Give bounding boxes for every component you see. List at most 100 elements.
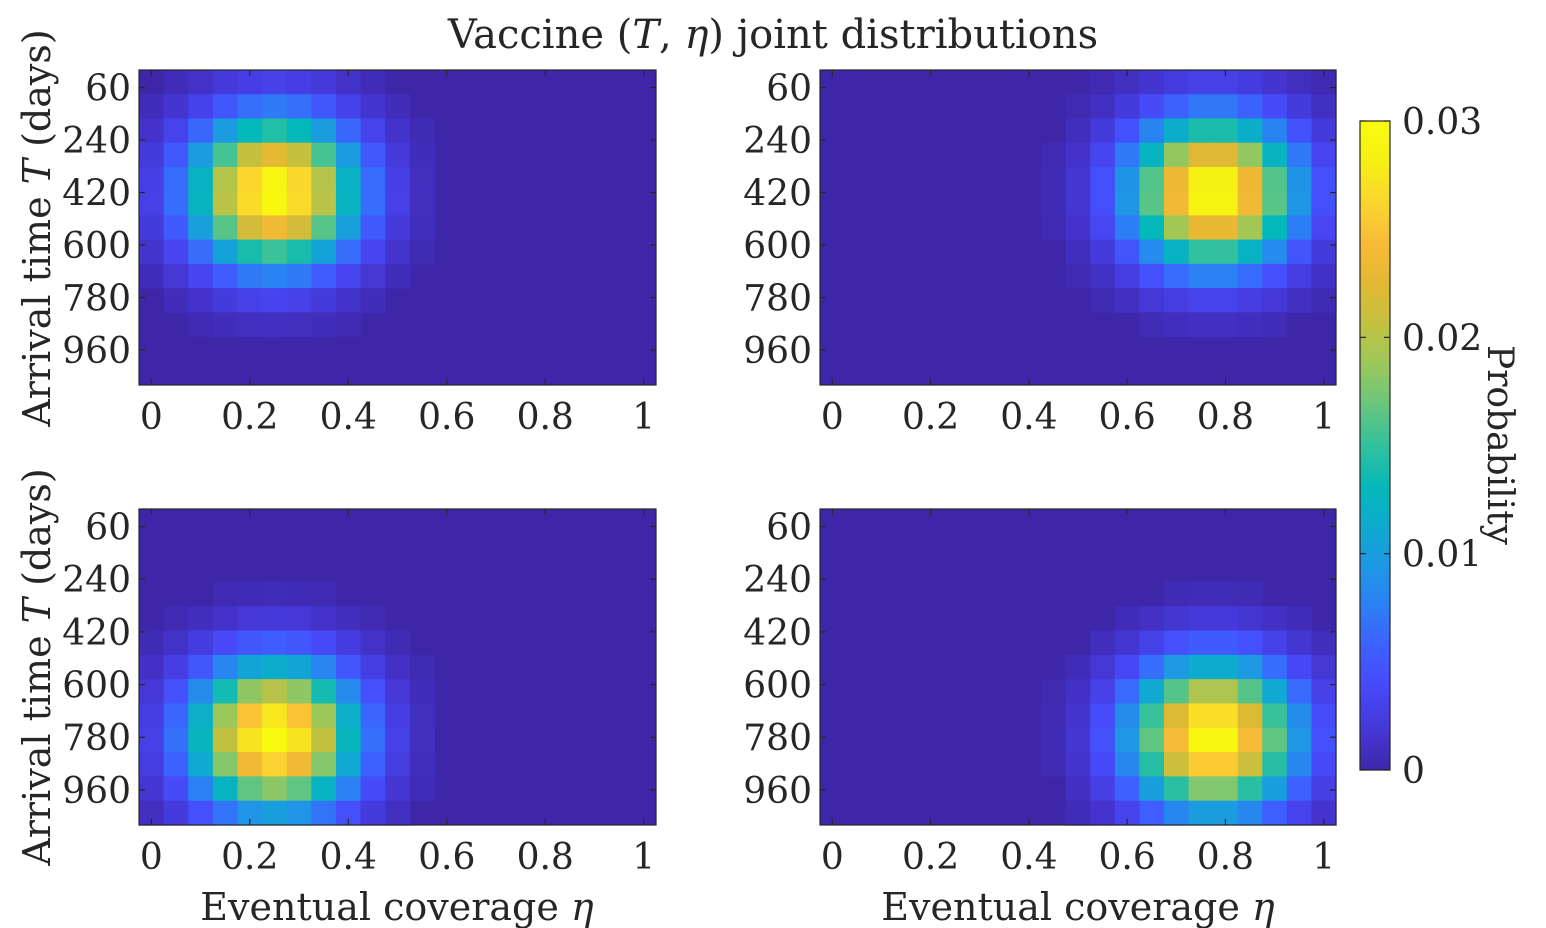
heatmap-cell — [360, 215, 386, 241]
heatmap-cell — [1262, 800, 1288, 826]
x-axis-label-right: Eventual coverage η — [881, 885, 1275, 928]
heatmap-cell — [385, 239, 411, 265]
heatmap-cell — [139, 776, 165, 802]
heatmap-cell — [163, 142, 189, 168]
heatmap-cell — [1164, 215, 1190, 241]
heatmap-cell — [311, 800, 337, 826]
heatmap-cell — [335, 239, 362, 265]
heatmap-cell — [188, 191, 214, 216]
heatmap-cell — [1041, 703, 1067, 729]
heatmap-cell — [335, 118, 362, 144]
y-tick-label: 420 — [62, 174, 131, 215]
heatmap-cell — [1262, 679, 1288, 705]
x-axis-label-left: Eventual coverage η — [200, 885, 594, 928]
heatmap-cell — [1164, 606, 1190, 632]
x-tick-label: 0.6 — [1099, 837, 1156, 878]
heatmap-cell — [311, 215, 337, 241]
heatmap-cell — [360, 239, 386, 265]
heatmap-cell — [1311, 776, 1337, 802]
heatmap-cell — [212, 679, 239, 705]
heatmap-cell — [1139, 263, 1165, 289]
heatmap-cell — [1065, 752, 1091, 777]
y-tick-label: 960 — [62, 331, 131, 372]
heatmap-cell — [1262, 191, 1288, 216]
heatmap-cell — [1164, 312, 1190, 338]
heatmap-cell — [360, 70, 386, 95]
heatmap-cell — [286, 703, 312, 729]
heatmap-cell — [1164, 654, 1190, 680]
heatmap-cell — [1188, 215, 1214, 241]
heatmap-cell — [1188, 581, 1214, 607]
heatmap-cell — [1090, 800, 1116, 826]
heatmap-cell — [1286, 191, 1313, 216]
heatmap-cell — [286, 654, 312, 680]
x-tick-label: 0.4 — [320, 397, 377, 438]
heatmap-cell — [212, 752, 239, 777]
heatmap-cell — [1286, 606, 1313, 632]
heatmap-cell — [1090, 630, 1116, 656]
y-tick-label: 420 — [743, 613, 812, 654]
heatmap-cell — [286, 70, 312, 95]
heatmap-cell — [1090, 776, 1116, 802]
y-tick-label: 780 — [743, 718, 812, 759]
heatmap-cell — [360, 263, 386, 289]
heatmap-cell — [262, 776, 288, 802]
heatmap-cell — [385, 118, 411, 144]
heatmap-cell — [1213, 142, 1239, 168]
heatmap-cell — [385, 800, 411, 826]
heatmap-cell — [1286, 94, 1313, 120]
heatmap-cell — [286, 239, 312, 265]
heatmap-cell — [262, 70, 288, 95]
heatmap-cell — [188, 239, 214, 265]
heatmap-cell — [1237, 239, 1263, 265]
x-tick-label: 0.2 — [902, 397, 959, 438]
heatmap-cell — [163, 752, 189, 777]
heatmap-cell — [409, 166, 436, 192]
heatmap-cell — [262, 606, 288, 632]
heatmap-cell — [212, 630, 239, 656]
y-tick-label: 60 — [85, 508, 131, 549]
heatmap-cell — [1139, 166, 1165, 192]
heatmap-cell — [188, 630, 214, 656]
heatmap-cell — [1188, 654, 1214, 680]
heatmap-cell — [1188, 239, 1214, 265]
x-tick-label: 0 — [140, 837, 163, 878]
heatmap-cell — [311, 263, 337, 289]
heatmap-cell — [1311, 239, 1337, 265]
x-tick-label: 1 — [1312, 837, 1335, 878]
heatmap-cell — [335, 166, 362, 192]
heatmap-cell — [1311, 94, 1337, 120]
heatmap-cell — [360, 166, 386, 192]
heatmap-cell — [286, 142, 312, 168]
heatmap-cell — [139, 727, 165, 753]
heatmap-cell — [286, 606, 312, 632]
heatmap-cell — [1237, 800, 1263, 826]
heatmap-cell — [1286, 239, 1313, 265]
heatmap-cell — [1114, 752, 1141, 777]
heatmap-cell — [262, 581, 288, 607]
heatmap-cell — [1262, 606, 1288, 632]
colorbar-tick-label: 0 — [1402, 751, 1425, 792]
heatmap-cell — [286, 166, 312, 192]
heatmap-cell — [188, 166, 214, 192]
heatmap-cell — [1262, 727, 1288, 753]
heatmap-cell — [360, 776, 386, 802]
heatmap-cell — [1286, 118, 1313, 144]
heatmap-cell — [1164, 142, 1190, 168]
heatmap-cell — [1286, 263, 1313, 289]
heatmap-cell — [1139, 630, 1165, 656]
heatmap-cell — [1311, 263, 1337, 289]
heatmap-cell — [1286, 288, 1313, 313]
heatmap-cell — [311, 679, 337, 705]
heatmap-cell — [1090, 288, 1116, 313]
heatmap-cell — [1090, 70, 1116, 95]
heatmap-cell — [1286, 630, 1313, 656]
heatmap-cell — [360, 94, 386, 120]
heatmap-cell — [1139, 312, 1165, 338]
heatmap-cell — [385, 703, 411, 729]
heatmap-cell — [335, 654, 362, 680]
heatmap-cell — [286, 215, 312, 241]
